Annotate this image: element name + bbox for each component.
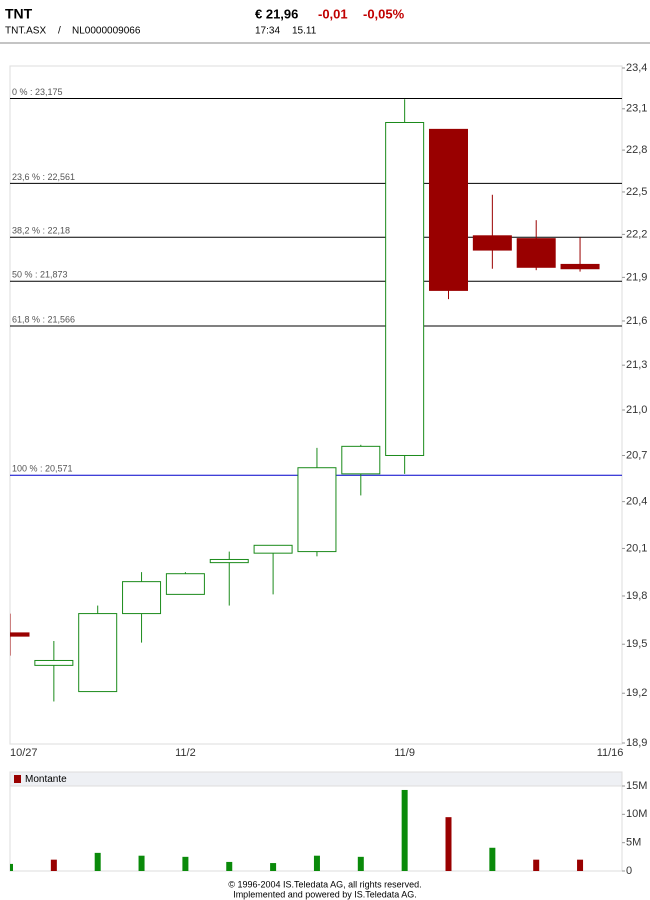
volume-bar [138,855,145,871]
candle-body [34,659,74,666]
volume-bar [313,855,320,871]
x-tick-label: 11/9 [394,747,415,759]
volume-bar [533,859,540,871]
quote-date: 15.11 [292,26,317,37]
volume-bar [94,852,101,871]
exchange-symbol: TNT.ASX [5,26,46,37]
legend-swatch [14,775,21,783]
candle-body [253,544,293,554]
fib-level-label: 38,2 % : 22,18 [12,226,70,236]
candle-body [165,573,205,595]
volume-bar [577,859,584,871]
y-tick-label: 23,1 [626,103,647,115]
y-tick-label: 22,2 [626,228,647,240]
y-tick-label: 20,4 [626,496,647,508]
volume-bar [401,789,408,871]
volume-bar [489,847,496,871]
volume-bar [226,861,233,871]
footer-copyright: © 1996-2004 IS.Teledata AG, all rights r… [228,879,421,889]
y-tick-label: 19,8 [626,590,647,602]
volume-plot [10,789,584,871]
y-tick-label: 20,7 [626,449,647,461]
x-tick-label: 11/2 [175,747,196,759]
y-tick-label: 10M [626,808,647,820]
quote-time: 17:34 [255,26,280,37]
volume-bar [445,817,452,871]
y-tick-label: 19,5 [626,638,647,650]
candle-body [122,581,162,615]
fib-level-label: 100 % : 20,571 [12,464,73,474]
volume-bar [270,863,277,871]
y-tick-label: 15M [626,780,647,792]
volume-bar [10,863,13,871]
volume-bar [357,856,364,871]
price: € 21,96 [255,6,298,21]
separator: / [58,26,61,37]
candle-body [516,238,556,268]
candle-body [429,128,468,291]
fib-level-label: 0 % : 23,175 [12,87,63,97]
y-tick-label: 21,6 [626,315,647,327]
candle-body [341,445,381,475]
volume-bar [50,859,57,871]
legend-label: Montante [25,774,67,785]
y-tick-label: 5M [626,837,641,849]
volume-header [9,771,623,787]
fib-level-label: 23,6 % : 22,561 [12,172,75,182]
change: -0,01 [318,6,348,21]
candle-body [78,613,118,693]
fib-level-label: 50 % : 21,873 [12,270,68,280]
y-tick-label: 19,2 [626,687,647,699]
candle-body [472,235,512,251]
y-tick-label: 21,3 [626,359,647,371]
x-tick-label: 10/27 [10,747,38,759]
change-pct: -0,05% [363,6,405,21]
candle-body [560,263,600,270]
symbol-title: TNT [5,6,33,22]
y-tick-label: 22,8 [626,144,647,156]
y-tick-label: 18,9 [626,737,647,749]
x-tick-label: 11/16 [597,747,624,759]
candle-body [297,467,337,553]
y-tick-label: 21,9 [626,271,647,283]
price-plot: 0 % : 23,175 23,6 % : 22,561 38,2 % : 22,1… [10,87,622,702]
candle-body [10,632,30,637]
fib-level-label: 61,8 % : 21,566 [12,314,75,324]
footer-credit: Implemented and powered by IS.Teledata A… [233,889,417,899]
y-tick-label: 20,1 [626,542,647,554]
y-tick-label: 23,4 [626,62,647,74]
price-panel [9,65,623,745]
candle-body [385,121,425,456]
y-tick-label: 22,5 [626,186,647,198]
isin: NL0000009066 [72,26,141,37]
y-tick-label: 21,0 [626,404,647,416]
volume-bar [182,856,189,871]
y-tick-label: 0 [626,865,632,877]
candle-body [209,558,249,564]
